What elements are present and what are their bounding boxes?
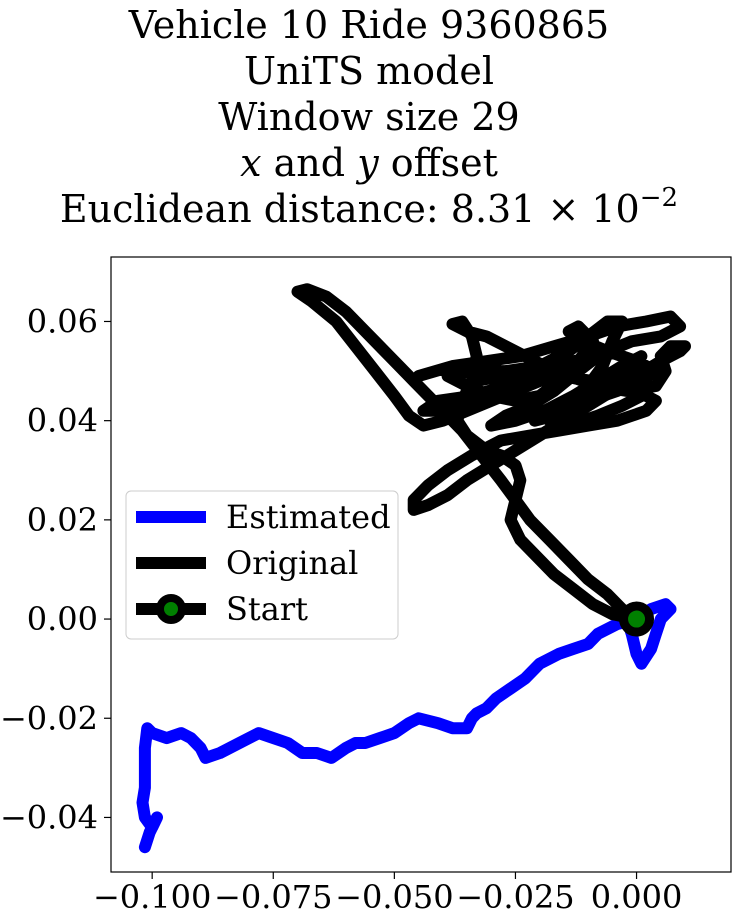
title-distance-line: Euclidean distance: 8.31 × 10−2: [0, 183, 738, 232]
x-tick-label: −0.100: [93, 878, 211, 916]
chart-title: Vehicle 10 Ride 9360865 UniTS model Wind…: [0, 0, 738, 232]
y-tick-label: 0.00: [27, 600, 98, 638]
title-offset-tail: offset: [390, 141, 498, 185]
y-tick-label: 0.02: [27, 501, 98, 539]
plot-frame: [110, 256, 732, 873]
title-distance-prefix: Euclidean distance: 8.31 × 10: [59, 187, 640, 231]
legend: Estimated Original Start: [125, 490, 399, 640]
title-offset-line: x and y offset: [0, 140, 738, 186]
y-tick-label: −0.02: [0, 699, 98, 737]
series-layer: [136, 283, 691, 854]
title-offset-and: and: [273, 141, 346, 185]
title-distance-exponent: −2: [639, 183, 679, 213]
x-tick-label: −0.050: [335, 878, 453, 916]
legend-label: Start: [226, 590, 308, 628]
legend-label: Estimated: [226, 498, 391, 536]
x-tick-label: −0.025: [456, 878, 574, 916]
legend-label: Original: [226, 544, 358, 582]
x-axis: −0.100 −0.075 −0.050 −0.025 0.000: [93, 872, 682, 916]
title-vehicle-line: Vehicle 10 Ride 9360865: [128, 3, 610, 47]
x-tick-label: 0.000: [591, 878, 683, 916]
y-tick-label: 0.06: [27, 302, 98, 340]
title-offset-x: x: [240, 141, 262, 185]
legend-box: [125, 490, 399, 640]
title-offset-y: y: [357, 141, 379, 185]
y-tick-label: 0.04: [27, 402, 98, 440]
title-window-line: Window size 29: [218, 95, 520, 139]
x-tick-label: −0.075: [214, 878, 332, 916]
start-marker: [619, 601, 655, 637]
series-line-estimated: [136, 613, 643, 854]
legend-start-marker: [156, 594, 186, 624]
y-tick-label: −0.04: [0, 798, 98, 836]
series-line-original-cluster: [412, 310, 687, 432]
y-axis: −0.04 −0.02 0.00 0.02 0.04 0.06: [0, 302, 111, 836]
title-model-line: UniTS model: [244, 49, 494, 93]
